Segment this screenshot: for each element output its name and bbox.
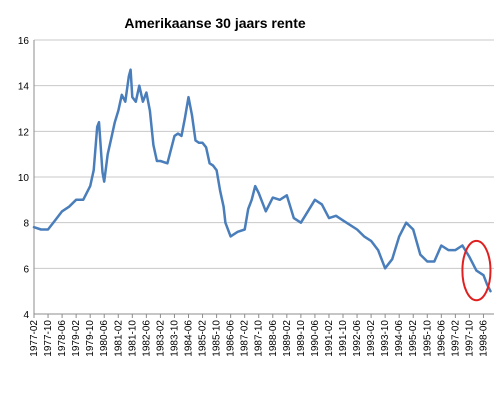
x-tick-label-1977-10: 1977-10 (43, 320, 54, 357)
x-tick-label-1998-06: 1998-06 (478, 320, 489, 357)
x-tick-label-1995-10: 1995-10 (422, 320, 433, 357)
x-tick-label-1986-06: 1986-06 (226, 320, 237, 357)
highlight-circle (461, 239, 492, 302)
x-tick-label-1992-06: 1992-06 (352, 320, 363, 357)
x-tick-label-1991-10: 1991-10 (338, 320, 349, 357)
x-tick-label-1981-02: 1981-02 (113, 320, 124, 357)
x-tick-label-1983-02: 1983-02 (155, 320, 166, 357)
x-tick-label-1993-02: 1993-02 (366, 320, 377, 357)
x-tick-label-1977-02: 1977-02 (29, 320, 40, 357)
x-tick-label-1995-02: 1995-02 (408, 320, 419, 357)
x-tick-label-1997-10: 1997-10 (464, 320, 475, 357)
x-tick-label-1993-10: 1993-10 (380, 320, 391, 357)
x-tick-label-1988-06: 1988-06 (268, 320, 279, 357)
y-tick-label-14: 14 (18, 82, 30, 93)
x-tick-label-1994-06: 1994-06 (394, 320, 405, 357)
x-tick-label-1981-10: 1981-10 (127, 320, 138, 357)
x-tick-label-1990-06: 1990-06 (310, 320, 321, 357)
y-tick-label-4: 4 (23, 310, 29, 321)
x-tick-label-1980-06: 1980-06 (99, 320, 110, 357)
x-tick-label-1987-02: 1987-02 (240, 320, 251, 357)
x-tick-label-1982-06: 1982-06 (141, 320, 152, 357)
y-tick-label-10: 10 (18, 173, 30, 184)
x-tick-label-1985-10: 1985-10 (212, 320, 223, 357)
x-tick-label-1979-10: 1979-10 (85, 320, 96, 357)
y-tick-label-8: 8 (23, 219, 29, 230)
x-tick-label-1983-10: 1983-10 (169, 320, 180, 357)
x-tick-label-1989-10: 1989-10 (296, 320, 307, 357)
x-tick-label-1987-10: 1987-10 (254, 320, 265, 357)
x-tick-label-1979-02: 1979-02 (71, 320, 82, 357)
x-tick-label-1984-06: 1984-06 (184, 320, 195, 357)
x-tick-label-1991-02: 1991-02 (324, 320, 335, 357)
series-line-0 (32, 68, 492, 293)
y-tick-label-16: 16 (18, 36, 30, 47)
x-tick-label-1997-02: 1997-02 (450, 320, 461, 357)
x-tick-label-1985-02: 1985-02 (198, 320, 209, 357)
x-tick-label-1989-02: 1989-02 (282, 320, 293, 357)
x-tick-label-1996-06: 1996-06 (436, 320, 447, 357)
y-tick-label-12: 12 (18, 127, 30, 138)
y-tick-label-6: 6 (23, 264, 29, 275)
x-tick-label-1978-06: 1978-06 (57, 320, 68, 357)
chart-title: Amerikaanse 30 jaars rente (124, 15, 306, 31)
